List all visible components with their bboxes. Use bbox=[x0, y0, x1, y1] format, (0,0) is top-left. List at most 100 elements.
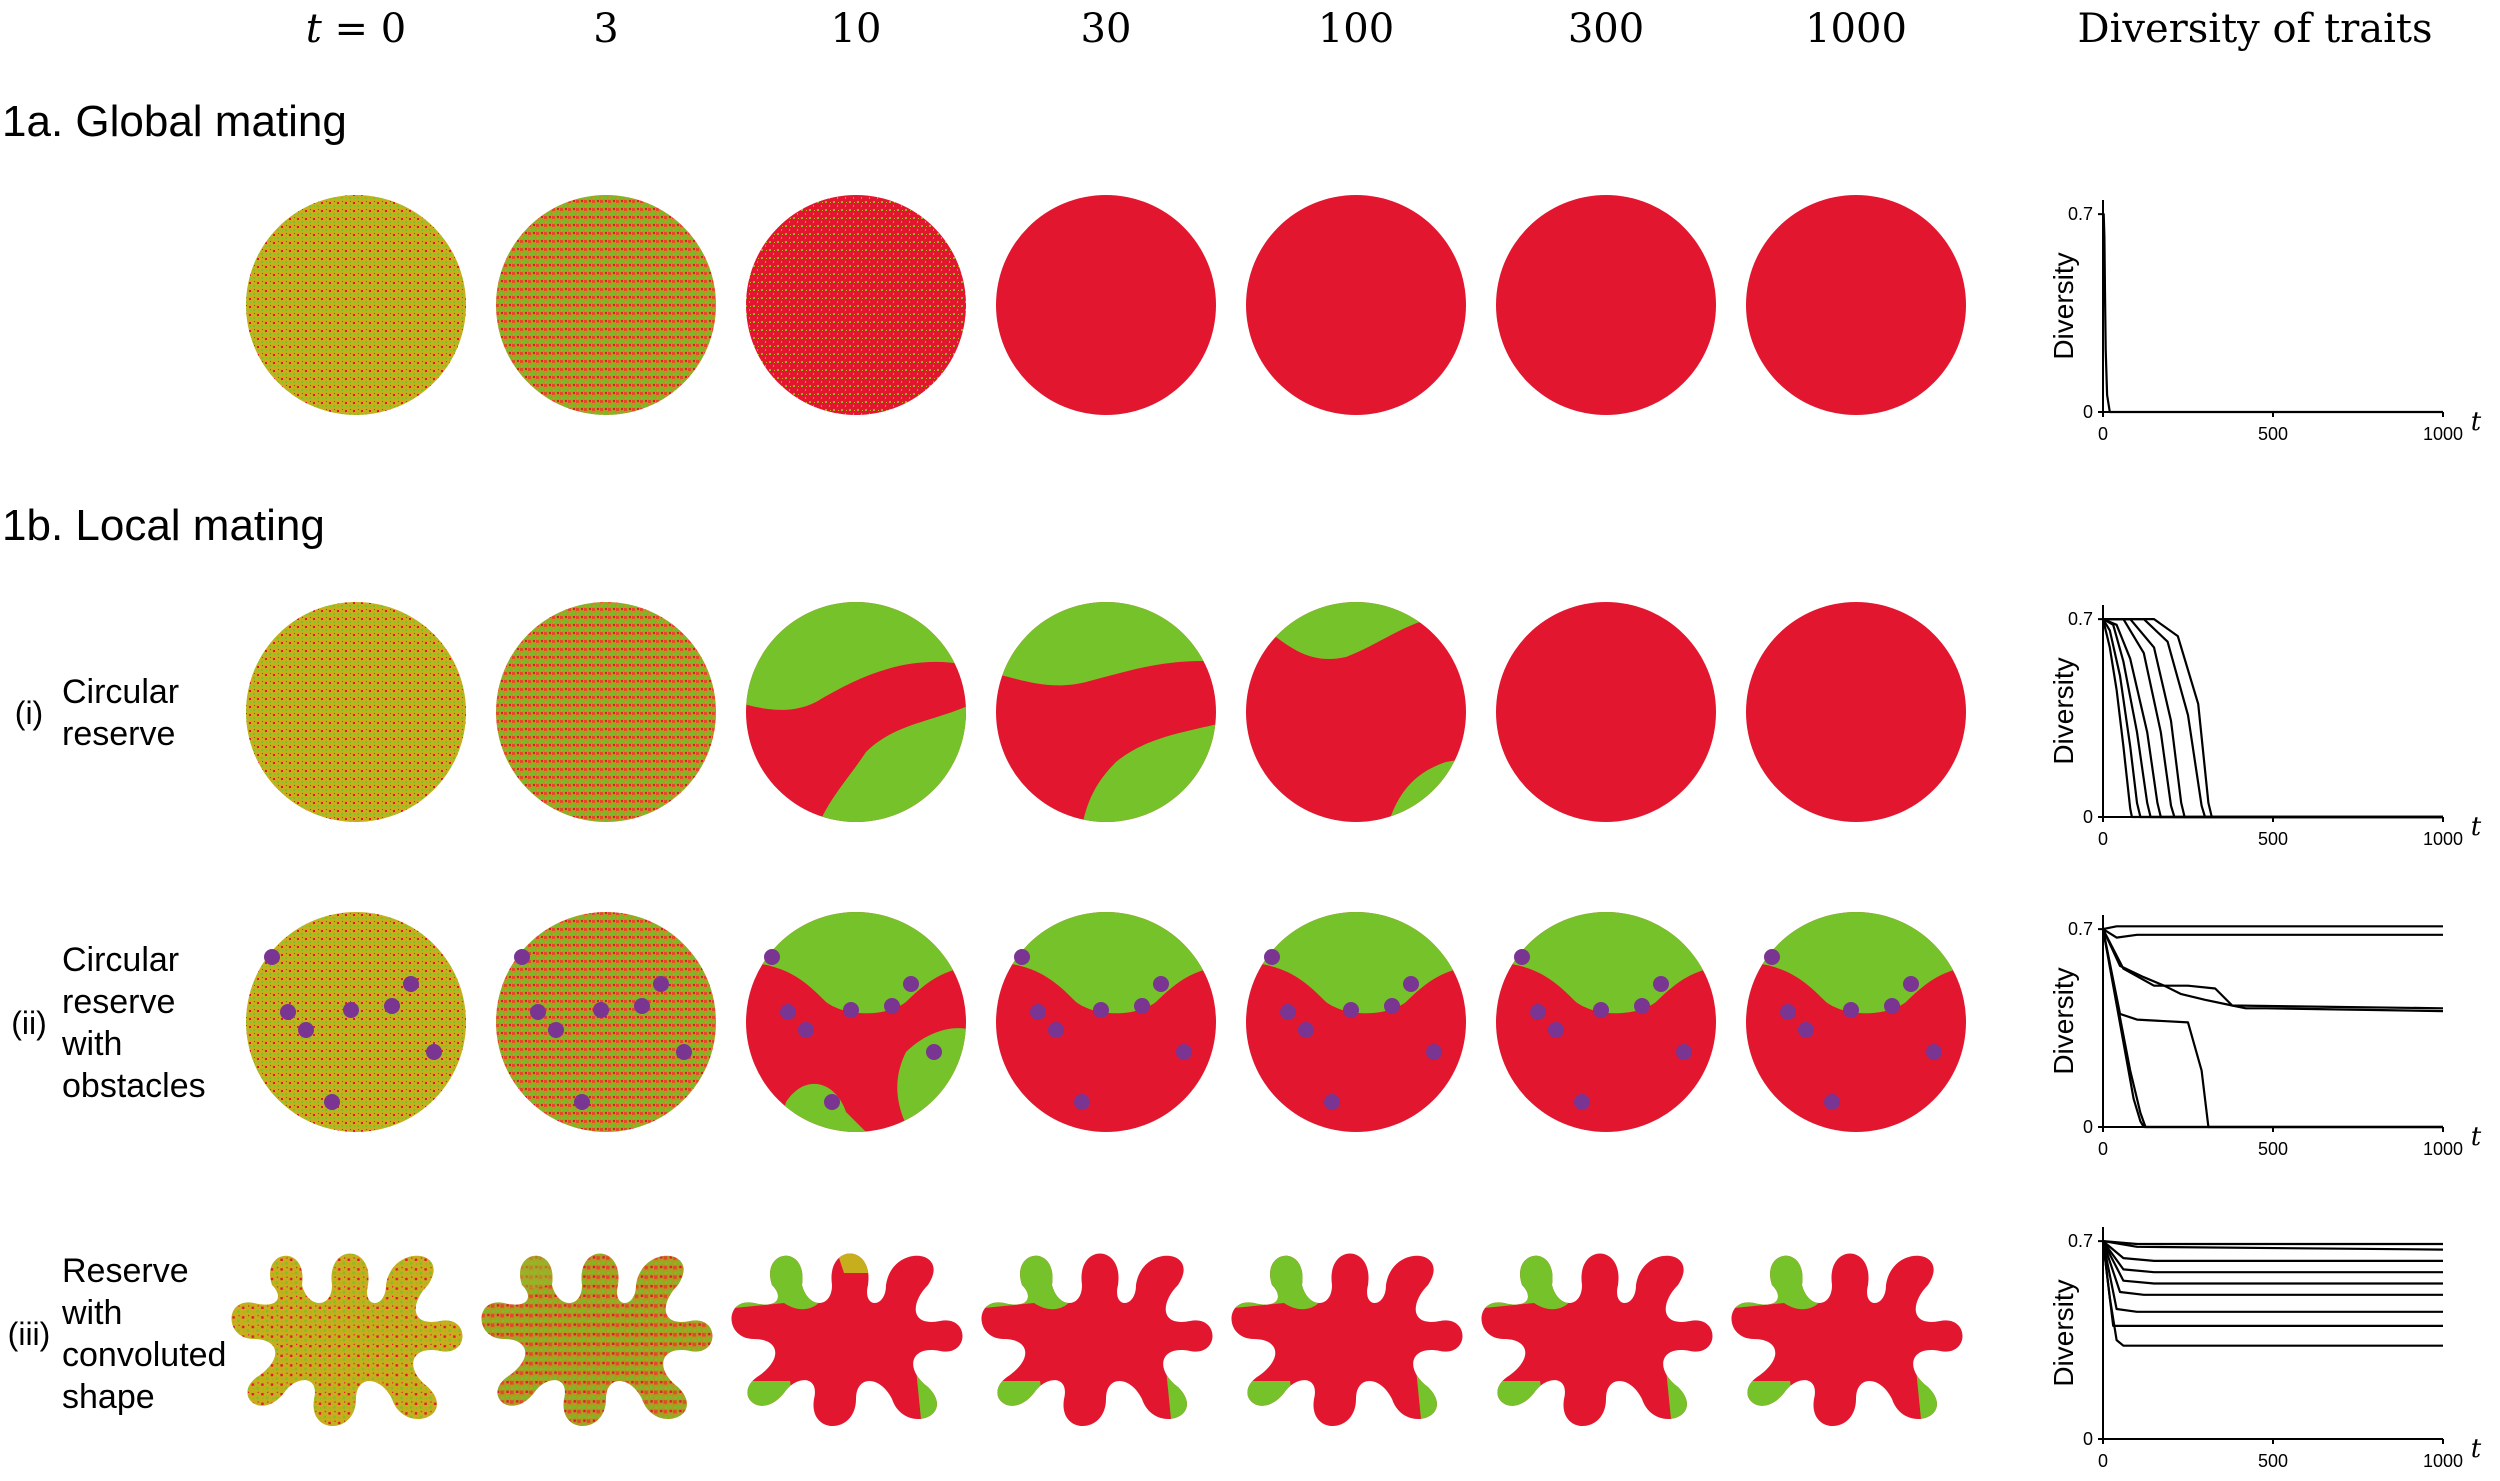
section-label-local: 1b. Local mating bbox=[2, 501, 325, 550]
obstacle-dot bbox=[1798, 1022, 1814, 1038]
diversity-line bbox=[2102, 618, 2443, 819]
obstacle-dot bbox=[1884, 998, 1900, 1014]
obstacle-dot bbox=[298, 1022, 314, 1038]
obstacle-dot bbox=[1134, 998, 1150, 1014]
diversity-chart-convoluted: 0.7 00 500 1000 Diversity t bbox=[2048, 1227, 2482, 1471]
time-label: 300 bbox=[1568, 6, 1644, 52]
obstacle-dot bbox=[780, 1004, 796, 1020]
obstacle-dot bbox=[1426, 1044, 1442, 1060]
obstacle-dot bbox=[1530, 1004, 1546, 1020]
x-tick-label: 0 bbox=[2098, 829, 2108, 849]
row-label-line: reserve bbox=[62, 715, 175, 753]
reserve-shape bbox=[481, 1253, 713, 1426]
obstacle-dot bbox=[530, 1004, 546, 1020]
x-tick-label: 0 bbox=[2098, 1451, 2108, 1471]
obstacle-dot bbox=[1926, 1044, 1942, 1060]
green-domain bbox=[1731, 1253, 1832, 1310]
row-label-line: shape bbox=[62, 1378, 155, 1416]
green-domain bbox=[1481, 1381, 1546, 1427]
diversity-line bbox=[2102, 618, 2443, 819]
green-domain bbox=[916, 1369, 963, 1427]
y-tick-label: 0 bbox=[2083, 402, 2093, 422]
green-domain bbox=[1231, 1253, 1332, 1310]
population-disk bbox=[1746, 602, 1966, 822]
obstacle-dot bbox=[1903, 976, 1919, 992]
row-label-line: Reserve bbox=[62, 1252, 189, 1290]
population-disk bbox=[496, 195, 716, 415]
x-axis-label: t bbox=[2471, 407, 2482, 437]
diversity-line bbox=[2102, 618, 2443, 819]
obstacle-dot bbox=[1548, 1022, 1564, 1038]
panel-obstacles bbox=[746, 912, 966, 1132]
panel-obstacles bbox=[1496, 912, 1716, 1132]
panel-obstacles bbox=[996, 912, 1216, 1132]
time-label: 3 bbox=[593, 6, 618, 52]
row-label-line: Circular bbox=[62, 941, 179, 979]
row-number: (iii) bbox=[8, 1316, 51, 1352]
row-number: (ii) bbox=[11, 1005, 47, 1041]
obstacle-dot bbox=[1514, 949, 1530, 965]
green-domain bbox=[731, 1253, 832, 1310]
obstacle-dot bbox=[264, 949, 280, 965]
obstacle-dot bbox=[1676, 1044, 1692, 1060]
panel-obstacles bbox=[496, 912, 716, 1132]
panel-convoluted bbox=[981, 1253, 1213, 1427]
row-label-line: with bbox=[61, 1025, 122, 1063]
row-label-line: with bbox=[61, 1294, 122, 1332]
x-axis-label: t bbox=[2471, 1434, 2482, 1464]
obstacle-dot bbox=[1324, 1094, 1340, 1110]
obstacle-dot bbox=[1014, 949, 1030, 965]
panel-convoluted bbox=[1481, 1253, 1713, 1427]
obstacle-dot bbox=[798, 1022, 814, 1038]
green-domain bbox=[1166, 1369, 1213, 1427]
diversity-line bbox=[2102, 1240, 2444, 1251]
diversity-line bbox=[2101, 618, 2443, 819]
diversity-line bbox=[2101, 928, 2443, 1129]
x-tick-label: 0 bbox=[2098, 1139, 2108, 1159]
population-disk bbox=[996, 195, 1216, 415]
time-label: 30 bbox=[1081, 6, 1132, 52]
panel-circular bbox=[996, 602, 1216, 822]
green-domain bbox=[1481, 1253, 1582, 1310]
x-tick-label: 1000 bbox=[2423, 1451, 2463, 1471]
population-disk bbox=[746, 195, 966, 415]
obstacle-dot bbox=[403, 976, 419, 992]
population-disk bbox=[1496, 602, 1716, 822]
obstacle-dot bbox=[280, 1004, 296, 1020]
section-label-global: 1a. Global mating bbox=[2, 97, 347, 146]
population-disk bbox=[246, 602, 466, 822]
y-tick-label: 0 bbox=[2083, 1117, 2093, 1137]
diversity-line bbox=[2101, 1240, 2443, 1296]
population-disk bbox=[1746, 195, 1966, 415]
time-label: 10 bbox=[831, 6, 882, 52]
obstacle-dot bbox=[593, 1002, 609, 1018]
diversity-line bbox=[2101, 928, 2443, 1129]
row-number: (i) bbox=[15, 695, 43, 731]
green-domain bbox=[746, 702, 966, 822]
green-domain bbox=[746, 602, 966, 710]
obstacle-dot bbox=[1403, 976, 1419, 992]
obstacle-dot bbox=[1176, 1044, 1192, 1060]
x-tick-label: 500 bbox=[2258, 829, 2288, 849]
green-domain bbox=[981, 1253, 1082, 1310]
panel-global bbox=[746, 195, 966, 415]
obstacle-dot bbox=[634, 998, 650, 1014]
diversity-line bbox=[2102, 1240, 2443, 1246]
diversity-title: Diversity of traits bbox=[2078, 6, 2433, 52]
diversity-chart-circular: 0.7 00 500 1000 Diversity t bbox=[2048, 605, 2482, 849]
population-disk bbox=[1246, 602, 1466, 822]
x-tick-label: 1000 bbox=[2423, 1139, 2463, 1159]
time-label: 100 bbox=[1318, 6, 1394, 52]
obstacle-dot bbox=[653, 976, 669, 992]
obstacle-dot bbox=[548, 1022, 564, 1038]
obstacle-dot bbox=[1264, 949, 1280, 965]
y-axis-label: Diversity bbox=[2048, 252, 2079, 359]
population-disk bbox=[1496, 195, 1716, 415]
green-domain bbox=[731, 1381, 796, 1427]
row-label-line: convoluted bbox=[62, 1336, 226, 1374]
time-label: t = 0 bbox=[306, 6, 406, 52]
obstacle-dot bbox=[1780, 1004, 1796, 1020]
x-tick-label: 1000 bbox=[2423, 829, 2463, 849]
diversity-line bbox=[2102, 928, 2444, 1013]
obstacle-dot bbox=[903, 976, 919, 992]
